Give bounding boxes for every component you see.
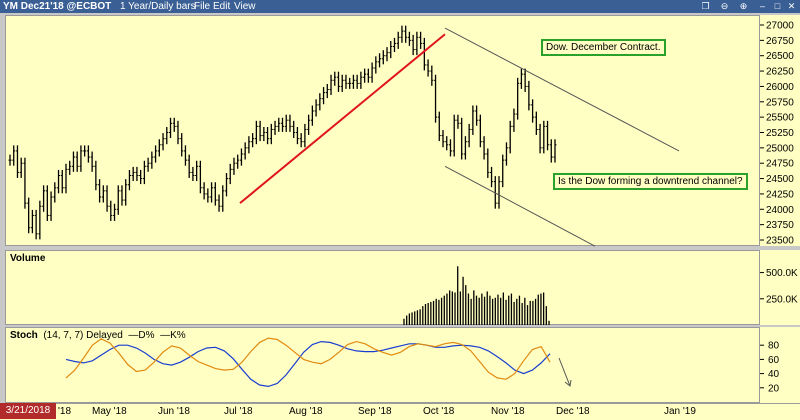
price-tick-label: 26500 xyxy=(766,51,794,62)
price-tick-label: 23500 xyxy=(766,236,794,247)
price-tick-label: 25250 xyxy=(766,128,794,139)
volume-tick-label: 250.0K xyxy=(766,294,798,305)
pin-icon[interactable]: ⊕ xyxy=(739,1,748,11)
x-tick-label: Aug '18 xyxy=(289,406,323,417)
menu-edit[interactable]: Edit xyxy=(213,1,231,12)
x-tick-label: Nov '18 xyxy=(491,406,525,417)
title-bar: YM Dec21'18 @ECBOT 1 Year/Daily bars Fil… xyxy=(0,0,800,13)
x-tick-label: Jul '18 xyxy=(224,406,253,417)
menu-file[interactable]: File xyxy=(194,1,211,12)
stoch-tick-label: 60 xyxy=(768,355,780,366)
price-tick-label: 24500 xyxy=(766,174,794,185)
channel-line xyxy=(444,165,596,247)
cursor-date-box: 3/21/2018 xyxy=(0,403,56,419)
stoch-tick-label: 40 xyxy=(768,369,780,380)
price-tick-label: 25000 xyxy=(766,143,794,154)
x-tick-label: Jan '19 xyxy=(664,406,696,417)
price-tick-label: 23750 xyxy=(766,220,794,231)
price-tick-label: 25500 xyxy=(766,113,794,124)
uptrend-line xyxy=(239,33,446,204)
maximize-icon[interactable]: □ xyxy=(774,1,781,11)
x-tick-label: Oct '18 xyxy=(423,406,455,417)
k-line xyxy=(65,337,551,380)
x-tick-label: Dec '18 xyxy=(556,406,590,417)
dow-contract-note: Dow. December Contract. xyxy=(541,39,666,56)
link-icon[interactable]: ⊖ xyxy=(720,1,729,11)
timeframe-label[interactable]: 1 Year/Daily bars xyxy=(120,1,196,12)
price-tick-label: 24250 xyxy=(766,189,794,200)
volume-axis xyxy=(760,250,800,325)
x-axis: '18 May '18 Jun '18 Jul '18 Aug '18 Sep … xyxy=(0,403,800,420)
price-tick-label: 27000 xyxy=(766,21,794,32)
volume-tick-label: 500.0K xyxy=(766,268,798,279)
stoch-title: Stoch (14, 7, 7) Delayed —D% —K% xyxy=(10,330,186,341)
price-tick-label: 26000 xyxy=(766,82,794,93)
stoch-tick-label: 20 xyxy=(768,383,780,394)
channel-line xyxy=(444,27,680,152)
minimize-icon[interactable]: – xyxy=(759,1,765,11)
d-line xyxy=(65,340,551,388)
price-tick-label: 24750 xyxy=(766,159,794,170)
stoch-tick-label: 80 xyxy=(768,341,780,352)
price-tick-label: 26750 xyxy=(766,36,794,47)
price-axis xyxy=(760,15,800,246)
x-tick-label: '18 xyxy=(58,406,72,417)
close-icon[interactable]: ✕ xyxy=(787,1,796,11)
symbol-label[interactable]: YM Dec21'18 @ECBOT xyxy=(3,1,112,12)
price-tick-label: 26250 xyxy=(766,67,794,78)
menu-view[interactable]: View xyxy=(234,1,256,12)
arrow-head-icon xyxy=(564,379,572,387)
stoch-axis xyxy=(760,327,800,403)
x-tick-label: May '18 xyxy=(92,406,127,417)
volume-pane[interactable] xyxy=(5,250,760,325)
volume-title: Volume xyxy=(10,253,46,264)
stoch-pane[interactable] xyxy=(5,327,760,403)
downtrend-question-note: Is the Dow forming a downtrend channel? xyxy=(553,173,748,190)
price-tick-label: 24000 xyxy=(766,205,794,216)
restore-icon[interactable]: ❐ xyxy=(701,1,710,11)
x-tick-label: Jun '18 xyxy=(158,406,190,417)
price-tick-label: 25750 xyxy=(766,97,794,108)
down-arrow-icon xyxy=(558,357,571,387)
x-tick-label: Sep '18 xyxy=(358,406,392,417)
